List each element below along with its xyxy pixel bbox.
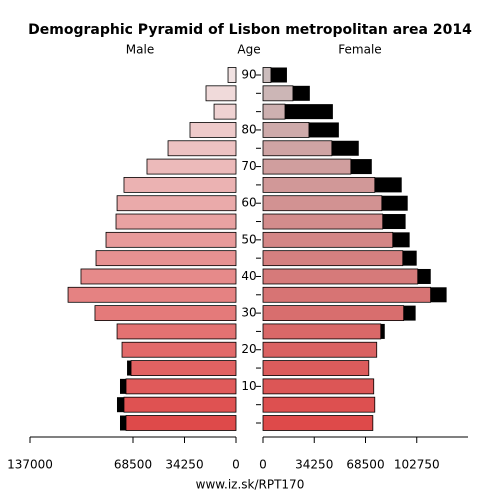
bar (262, 176, 376, 193)
bar (262, 323, 382, 340)
bar-outer (392, 232, 410, 248)
bar-outer (284, 104, 333, 120)
age-label: 30 (241, 306, 256, 320)
bar (116, 195, 237, 212)
age-label: 10 (241, 379, 256, 393)
bar (227, 67, 237, 83)
bar (262, 67, 272, 83)
bar (262, 231, 394, 248)
bar (262, 195, 383, 212)
bar (262, 268, 419, 285)
right-header: Female (338, 43, 381, 57)
bar-outer (331, 140, 359, 156)
bar (262, 415, 374, 431)
bar (189, 122, 237, 138)
bar-outer (403, 305, 416, 321)
bar (105, 231, 237, 248)
bar-outer (270, 67, 287, 83)
x-tick-label: 34250 (295, 458, 333, 472)
bar-outer (382, 214, 406, 230)
bar (125, 378, 237, 395)
bar-outer (292, 85, 310, 101)
bar (121, 341, 237, 358)
age-label: 40 (241, 269, 256, 283)
bar (262, 158, 352, 175)
x-tick-label: 137000 (7, 458, 53, 472)
bar-outer (402, 250, 417, 266)
bar-outer (374, 177, 402, 193)
bar-outer (381, 195, 408, 211)
chart-title: Demographic Pyramid of Lisbon metropolit… (28, 22, 472, 38)
bar (262, 341, 378, 358)
bar (262, 286, 431, 303)
bar (123, 396, 237, 413)
bar (146, 158, 237, 175)
footer: www.iz.sk/RPT170 (196, 478, 305, 492)
age-label: 90 (241, 68, 256, 82)
x-tick-label: 0 (259, 458, 267, 472)
bar (115, 213, 237, 230)
bar (262, 140, 333, 157)
x-tick-label: 0 (232, 458, 240, 472)
bar (125, 415, 237, 431)
bar-outer (380, 323, 385, 339)
age-label: 50 (241, 232, 256, 246)
bar-outer (119, 378, 127, 394)
bar (123, 176, 237, 193)
bar-outer (308, 122, 339, 138)
x-tick-label: 102750 (394, 458, 440, 472)
age-label: 70 (241, 159, 256, 173)
bar-outer (350, 159, 372, 175)
bar (262, 122, 310, 138)
bar (67, 286, 237, 303)
age-label: 80 (241, 122, 256, 136)
bar (95, 250, 237, 267)
bar (262, 213, 384, 230)
bar-outer (417, 268, 431, 284)
bar (262, 305, 405, 322)
bar (116, 323, 237, 340)
bar-outer (119, 415, 127, 431)
age-label: 20 (241, 342, 256, 356)
bar (262, 396, 376, 413)
bar (213, 103, 237, 120)
bar-outer (430, 287, 447, 303)
bar (262, 360, 370, 376)
age-label: 60 (241, 196, 256, 210)
bar (205, 85, 237, 102)
bar (262, 250, 404, 267)
bar (167, 140, 237, 157)
bar (262, 378, 375, 395)
bar (262, 103, 286, 120)
x-tick-label: 68500 (346, 458, 384, 472)
bar (262, 85, 294, 102)
center-header: Age (237, 43, 260, 57)
bar (80, 268, 237, 285)
x-tick-label: 68500 (114, 458, 152, 472)
bar (94, 305, 237, 322)
bar (130, 360, 237, 376)
x-tick-label: 34250 (165, 458, 203, 472)
left-header: Male (126, 43, 154, 57)
bar-outer (116, 397, 124, 413)
bar-outer (127, 360, 132, 376)
